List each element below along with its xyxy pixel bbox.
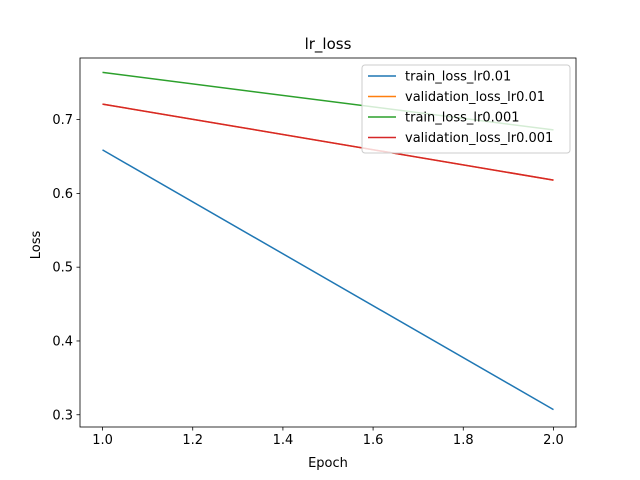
x-tick-label: 1.0 <box>92 433 113 448</box>
x-tick-label: 1.4 <box>273 433 294 448</box>
series-line-0 <box>102 149 554 411</box>
y-tick-label: 0.3 <box>52 408 73 423</box>
x-tick-label: 1.2 <box>182 433 203 448</box>
y-tick-label: 0.4 <box>52 334 73 349</box>
axes-frame <box>79 57 577 428</box>
legend: train_loss_lr0.01 validation_loss_lr0.01t… <box>361 64 571 154</box>
legend-label-2: train_loss_lr0.001 <box>405 111 520 126</box>
legend-label-1: validation_loss_lr0.01 <box>405 90 545 105</box>
plot-area <box>102 71 554 411</box>
y-axis-label: Loss <box>29 231 44 260</box>
axes: 1.0 1.2 1.4 1.6 1.8 2.0 0.3 0.4 0.5 0.6 0.7 <box>52 57 577 448</box>
y-tick-label: 0.6 <box>52 187 73 202</box>
x-tick-label: 2.0 <box>543 433 564 448</box>
y-tick-label: 0.5 <box>52 261 73 276</box>
legend-label-3: validation_loss_lr0.001 <box>405 131 553 146</box>
legend-label-0: train_loss_lr0.01 <box>405 70 511 85</box>
y-tick-label: 0.7 <box>52 113 73 128</box>
x-tick-label: 1.8 <box>453 433 474 448</box>
x-axis-label: Epoch <box>308 456 348 471</box>
series-line-3 <box>102 103 554 181</box>
x-tick-label: 1.6 <box>363 433 384 448</box>
chart-title: lr_loss <box>305 35 352 54</box>
legend-box <box>361 64 571 154</box>
